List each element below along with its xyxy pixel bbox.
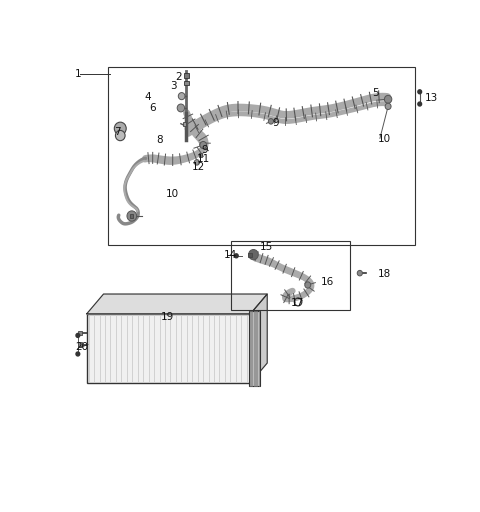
Text: 16: 16 (321, 277, 334, 287)
Text: 19: 19 (160, 312, 174, 322)
Text: 13: 13 (424, 93, 438, 103)
Bar (184, 73, 189, 78)
Text: 1: 1 (75, 69, 82, 79)
Bar (87, 314, 251, 383)
Bar (231, 241, 350, 310)
Text: 3: 3 (170, 81, 176, 91)
Circle shape (178, 93, 185, 100)
Bar (199, 154, 202, 157)
Bar (249, 311, 260, 386)
Circle shape (234, 254, 238, 258)
Circle shape (418, 102, 421, 106)
Circle shape (200, 141, 206, 148)
Text: 7: 7 (114, 127, 120, 137)
Bar (108, 68, 415, 245)
Text: 8: 8 (156, 135, 163, 145)
Circle shape (76, 333, 80, 337)
Circle shape (385, 103, 391, 110)
Bar (78, 331, 83, 335)
Text: 4: 4 (145, 92, 152, 102)
Circle shape (268, 119, 274, 124)
Text: 20: 20 (76, 342, 89, 352)
Circle shape (194, 160, 200, 165)
Circle shape (305, 282, 311, 288)
Circle shape (76, 352, 80, 356)
Circle shape (115, 131, 125, 141)
Bar (130, 215, 133, 218)
Polygon shape (87, 294, 267, 314)
Bar (183, 122, 186, 125)
Text: 10: 10 (378, 135, 391, 144)
Circle shape (249, 249, 258, 260)
Polygon shape (251, 294, 267, 383)
Text: 9: 9 (272, 118, 279, 129)
Text: 5: 5 (372, 88, 379, 98)
Circle shape (357, 270, 362, 276)
Bar (78, 343, 83, 347)
Text: 17: 17 (290, 298, 304, 308)
Text: 12: 12 (192, 162, 205, 172)
Text: 14: 14 (224, 250, 237, 261)
Text: 2: 2 (175, 72, 182, 82)
Circle shape (384, 95, 392, 103)
Text: 6: 6 (149, 103, 156, 113)
Bar (248, 252, 252, 257)
Text: 9: 9 (202, 145, 208, 155)
Text: 18: 18 (378, 268, 391, 279)
Circle shape (127, 211, 137, 221)
Text: 15: 15 (260, 242, 273, 252)
Text: 10: 10 (166, 188, 179, 199)
Circle shape (177, 104, 185, 112)
Bar (184, 80, 189, 85)
Circle shape (114, 122, 126, 135)
Circle shape (418, 90, 421, 94)
Text: 11: 11 (197, 154, 210, 164)
